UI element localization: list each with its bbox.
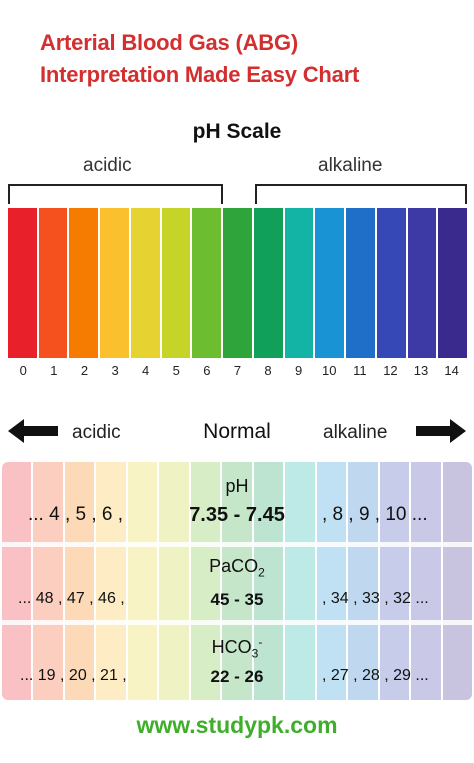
hco3-acidic-values: ... 19 , 20 , 21 ,: [20, 667, 127, 684]
table-bg-column: [64, 462, 95, 700]
table-bg-column: [316, 462, 347, 700]
chart-title-line1: Arterial Blood Gas (ABG): [40, 30, 299, 55]
ph-segment-3: [100, 208, 129, 358]
acidic-bracket-label: acidic: [83, 155, 132, 176]
table-row-paco2: PaCO2 ... 48 , 47 , 46 , 45 - 35 , 34 , …: [2, 548, 472, 618]
table-color-background: [2, 462, 472, 700]
ph-tick-14: 14: [444, 363, 459, 378]
table-bg-column: [285, 462, 315, 700]
param-label-hco3: HCO3-: [211, 635, 263, 661]
paco2-acidic-values: ... 48 , 47 , 46 ,: [18, 590, 125, 607]
ph-acidic-values: ... 4 , 5 , 6 ,: [28, 504, 124, 525]
ph-tick-7: 7: [233, 363, 242, 378]
ph-tick-3: 3: [111, 363, 119, 378]
ph-color-bar: [8, 208, 468, 358]
paco2-normal-range: 45 - 35: [210, 590, 264, 609]
table-bg-column: [96, 462, 126, 700]
arrow-right-icon: [416, 419, 466, 443]
ph-tick-1: 1: [50, 363, 58, 378]
alkaline-bracket-label: alkaline: [318, 155, 383, 176]
ph-tick-10: 10: [322, 363, 337, 378]
ph-normal-range: 7.35 - 7.45: [189, 504, 285, 526]
chart-title-line2: Interpretation Made Easy Chart: [40, 62, 360, 87]
ph-segment-5: [161, 208, 191, 358]
ph-segment-11: [346, 208, 375, 358]
table-bg-column: [253, 462, 284, 700]
row-divider: [2, 542, 472, 547]
ph-tick-13: 13: [413, 363, 429, 378]
paco2-alkaline-values: , 34 , 33 , 32 ...: [322, 590, 429, 607]
ph-segment-1: [38, 208, 68, 358]
table-bg-column: [33, 462, 63, 700]
ph-tick-9: 9: [295, 363, 303, 378]
table-bg-column: [442, 462, 472, 700]
hco3-alkaline-values: , 27 , 28 , 29 ...: [322, 667, 429, 684]
arrow-left-icon: [8, 419, 58, 443]
ph-segment-13: [407, 208, 437, 358]
acidic-bracket: [8, 184, 223, 204]
ph-segment-12: [376, 208, 406, 358]
ph-tick-6: 6: [203, 363, 211, 378]
abg-values-table: pH ... 4 , 5 , 6 , 7.35 - 7.45 , 8 , 9 ,…: [2, 462, 472, 700]
ph-alkaline-values: , 8 , 9 , 10 ...: [322, 504, 428, 525]
ph-tick-0: 0: [19, 363, 27, 378]
ph-segment-7: [223, 208, 252, 358]
normal-label: Normal: [203, 420, 271, 443]
site-url: www.studypk.com: [136, 712, 338, 738]
table-bg-column: [222, 462, 252, 700]
hco3-normal-range: 22 - 26: [210, 667, 264, 686]
param-label-paco2: PaCO2: [209, 556, 265, 580]
ph-segment-0: [8, 208, 37, 358]
table-row-hco3: HCO3- ... 19 , 20 , 21 , 22 - 26 , 27 , …: [2, 627, 472, 697]
alkaline-bracket: [255, 184, 467, 204]
row-divider: [2, 620, 472, 625]
ph-tick-12: 12: [383, 363, 398, 378]
table-bg-column: [2, 462, 32, 700]
table-row-ph: pH ... 4 , 5 , 6 , 7.35 - 7.45 , 8 , 9 ,…: [2, 468, 472, 538]
table-bg-column: [159, 462, 189, 700]
ph-tick-labels: 0 1 2 3 4 5 6 7 8 9 10 11 12 13 14: [8, 363, 467, 378]
ph-tick-4: 4: [142, 363, 150, 378]
alkaline-direction-label: alkaline: [323, 422, 388, 443]
table-bg-column: [411, 462, 441, 700]
acidic-direction-label: acidic: [72, 422, 121, 443]
ph-segment-6: [192, 208, 222, 358]
table-bg-column: [190, 462, 221, 700]
table-bg-column: [379, 462, 410, 700]
table-bg-column: [127, 462, 158, 700]
ph-tick-2: 2: [80, 363, 89, 378]
ph-segment-14: [438, 208, 468, 358]
ph-scale-heading: pH Scale: [192, 120, 282, 143]
ph-segment-10: [315, 208, 345, 358]
table-bg-column: [348, 462, 378, 700]
ph-segment-2: [69, 208, 99, 358]
ph-tick-8: 8: [264, 363, 272, 378]
param-label-ph: pH: [225, 476, 249, 496]
ph-tick-11: 11: [353, 363, 367, 378]
ph-segment-4: [130, 208, 160, 358]
ph-tick-5: 5: [172, 363, 180, 378]
ph-segment-9: [284, 208, 314, 358]
ph-segment-8: [253, 208, 283, 358]
